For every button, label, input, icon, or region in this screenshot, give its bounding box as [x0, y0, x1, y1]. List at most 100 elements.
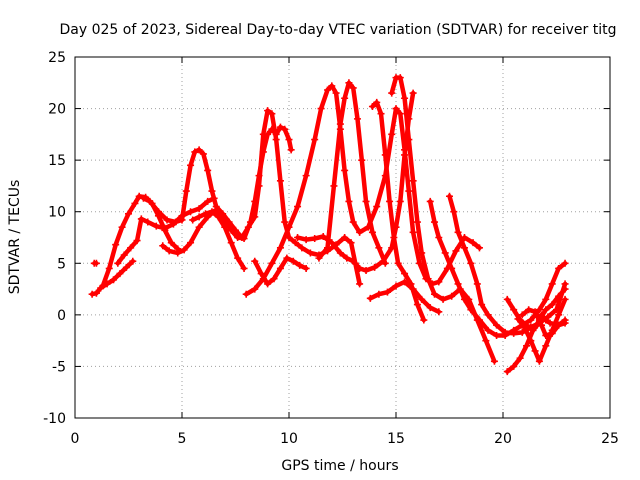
x-axis-label: GPS time / hours: [281, 458, 398, 474]
data-point: [431, 290, 439, 298]
data-point: [234, 254, 242, 262]
data-point: [264, 107, 272, 115]
data-point: [439, 295, 447, 303]
data-point: [163, 216, 171, 224]
data-point: [366, 294, 374, 302]
data-point: [202, 210, 210, 218]
data-point: [302, 172, 310, 180]
y-tick-label: -5: [52, 359, 66, 375]
series-track-5: [141, 108, 362, 287]
data-point: [118, 223, 126, 231]
series-track-16: [447, 193, 568, 336]
data-point: [561, 259, 569, 267]
data-point: [371, 263, 379, 271]
data-point: [208, 187, 216, 195]
data-point: [561, 295, 569, 303]
data-point: [125, 210, 132, 218]
data-point: [144, 218, 152, 226]
data-point: [467, 306, 475, 314]
data-point: [257, 270, 265, 278]
data-point: [343, 254, 351, 262]
data-point: [431, 218, 439, 226]
data-point: [332, 89, 340, 97]
data-point: [251, 197, 259, 205]
data-point: [276, 123, 284, 131]
data-point: [527, 337, 535, 345]
data-point: [510, 306, 518, 314]
data-point: [377, 110, 385, 118]
data-point: [311, 235, 319, 243]
data-point: [548, 301, 556, 309]
series-track-15: [427, 199, 568, 338]
data-point: [409, 228, 417, 236]
data-point: [195, 205, 203, 213]
data-point: [294, 203, 302, 211]
data-point: [390, 234, 398, 241]
data-point: [227, 239, 235, 247]
data-point: [531, 347, 539, 355]
data-point: [270, 275, 278, 283]
x-tick-label: 20: [494, 431, 512, 447]
data-point: [542, 295, 550, 303]
data-point: [281, 125, 289, 133]
data-point: [482, 337, 490, 345]
data-point: [356, 264, 364, 272]
data-point: [452, 247, 460, 255]
data-point: [409, 89, 417, 97]
data-point: [167, 239, 175, 247]
data-point: [204, 166, 212, 174]
data-point: [199, 150, 207, 158]
data-point: [315, 254, 323, 262]
data-point: [503, 368, 511, 376]
data-point: [133, 237, 141, 245]
data-point: [99, 282, 107, 290]
data-point: [362, 267, 370, 275]
data-point: [268, 125, 276, 133]
data-point: [152, 222, 160, 230]
y-tick-label: -10: [43, 411, 66, 427]
data-point: [561, 316, 569, 324]
data-point: [478, 301, 486, 309]
data-point: [388, 130, 396, 138]
data-point: [426, 304, 434, 312]
x-tick-label: 10: [280, 431, 298, 447]
data-point: [281, 218, 289, 226]
data-point: [204, 197, 212, 205]
data-point: [510, 362, 518, 370]
x-ticks: 0 5 10 15 20 25: [71, 57, 619, 447]
x-tick-label: 0: [71, 431, 80, 447]
data-point: [255, 172, 263, 180]
data-point: [529, 326, 537, 334]
data-point: [324, 86, 332, 94]
data-point: [259, 148, 267, 156]
data-point: [523, 342, 531, 350]
data-point: [546, 319, 554, 327]
data-point: [435, 308, 443, 316]
data-point: [289, 257, 297, 265]
data-point: [531, 308, 539, 316]
data-point: [349, 218, 357, 226]
data-point: [341, 234, 349, 241]
series-group: [88, 74, 569, 376]
data-point: [317, 105, 325, 113]
data-point: [212, 206, 220, 214]
y-ticks: -10 -5 0 5 10 15 20 25: [43, 50, 610, 427]
chart-title: Day 025 of 2023, Sidereal Day-to-day VTE…: [60, 22, 617, 38]
data-point: [460, 244, 468, 252]
data-point: [418, 249, 426, 257]
data-point: [159, 242, 167, 250]
data-point: [328, 82, 336, 90]
data-point: [110, 276, 118, 284]
data-point: [460, 295, 468, 303]
data-point: [347, 239, 355, 247]
data-point: [227, 226, 235, 234]
data-point: [105, 264, 113, 272]
data-point: [353, 115, 361, 123]
data-point: [555, 292, 563, 300]
data-point: [268, 259, 276, 267]
data-point: [135, 192, 143, 200]
data-point: [441, 249, 449, 257]
data-point: [475, 316, 483, 324]
data-point: [187, 208, 195, 216]
data-point: [112, 241, 120, 249]
